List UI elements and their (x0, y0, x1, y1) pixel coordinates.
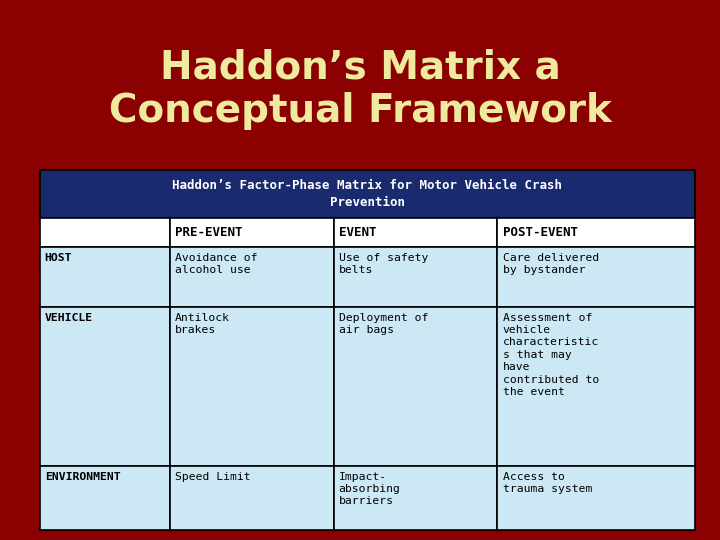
Text: Use of safety
belts: Use of safety belts (338, 253, 428, 275)
Text: Access to
trauma system: Access to trauma system (503, 471, 592, 494)
Text: Haddon’s Matrix a
Conceptual Framework: Haddon’s Matrix a Conceptual Framework (109, 48, 611, 130)
Text: VEHICLE: VEHICLE (45, 313, 93, 322)
Text: Deployment of
air bags: Deployment of air bags (338, 313, 428, 335)
Text: POST-EVENT: POST-EVENT (503, 226, 577, 239)
Text: HOST: HOST (45, 253, 72, 263)
Text: Avoidance of
alcohol use: Avoidance of alcohol use (175, 253, 258, 275)
Text: Assessment of
vehicle
characteristic
s that may
have
contributed to
the event: Assessment of vehicle characteristic s t… (503, 313, 599, 397)
Text: ENVIRONMENT: ENVIRONMENT (45, 471, 120, 482)
Text: Haddon’s Factor-Phase Matrix for Motor Vehicle Crash
Prevention: Haddon’s Factor-Phase Matrix for Motor V… (172, 179, 562, 208)
Text: PRE-EVENT: PRE-EVENT (175, 226, 243, 239)
Text: Care delivered
by bystander: Care delivered by bystander (503, 253, 599, 275)
Text: Speed Limit: Speed Limit (175, 471, 251, 482)
Text: Impact-
absorbing
barriers: Impact- absorbing barriers (338, 471, 400, 507)
Text: Antilock
brakes: Antilock brakes (175, 313, 230, 335)
Text: EVENT: EVENT (338, 226, 377, 239)
